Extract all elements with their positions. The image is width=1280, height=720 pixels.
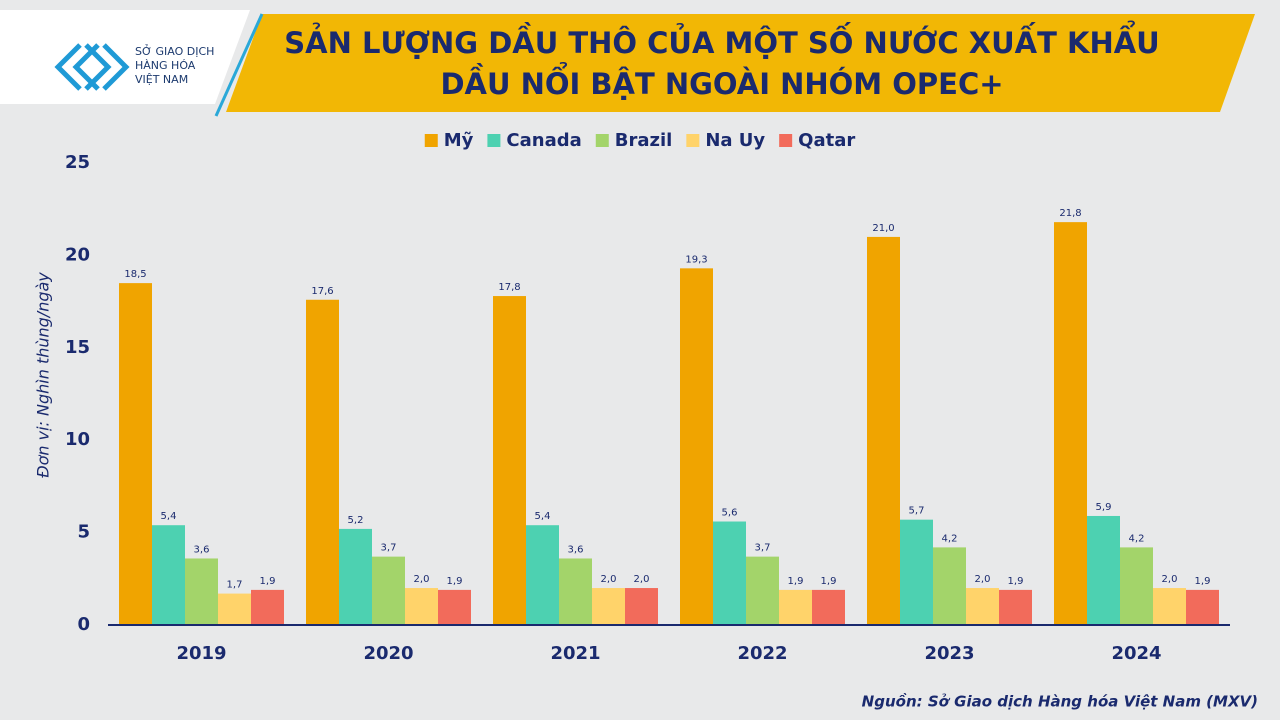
value-label: 1,9 — [260, 576, 276, 587]
value-label: 2,0 — [634, 574, 650, 585]
value-label: 3,6 — [194, 544, 210, 555]
y-tick-label: 25 — [65, 152, 90, 173]
y-axis-label: Đơn vị: Nghìn thùng/ngày — [34, 272, 53, 478]
y-tick-label: 10 — [65, 429, 90, 450]
bar — [493, 296, 526, 625]
bar — [933, 547, 966, 625]
bar — [779, 589, 812, 625]
bar — [1087, 515, 1120, 625]
bar — [625, 588, 658, 625]
x-tick-label: 2022 — [737, 643, 787, 664]
bar — [713, 521, 746, 625]
y-tick-label: 0 — [77, 614, 90, 635]
bar — [339, 528, 372, 625]
bar — [306, 299, 339, 625]
bar — [559, 558, 592, 625]
y-tick-label: 15 — [65, 337, 90, 358]
source: Nguồn: Sở Giao dịch Hàng hóa Việt Nam (M… — [862, 692, 1258, 711]
bar — [119, 283, 152, 625]
value-label: 5,2 — [348, 515, 364, 526]
bar — [999, 589, 1032, 625]
value-label: 1,9 — [1008, 576, 1024, 587]
value-label: 4,2 — [942, 533, 958, 544]
legend-label: Canada — [506, 130, 581, 151]
bar — [185, 558, 218, 625]
bar — [900, 519, 933, 625]
value-label: 5,9 — [1096, 502, 1112, 513]
bar — [966, 588, 999, 625]
logo-accent — [214, 13, 264, 117]
bar — [867, 236, 900, 626]
value-label: 2,0 — [414, 574, 430, 585]
value-label: 5,4 — [535, 511, 551, 522]
bar — [592, 588, 625, 625]
bar — [1153, 588, 1186, 625]
legend-label: Brazil — [615, 130, 673, 151]
bar — [372, 556, 405, 625]
logo-mark — [54, 43, 130, 91]
bar — [438, 589, 471, 625]
value-label: 1,7 — [227, 580, 243, 591]
value-label: 17,6 — [311, 286, 333, 297]
value-label: 21,0 — [872, 223, 894, 234]
value-label: 5,4 — [161, 511, 177, 522]
value-label: 2,0 — [975, 574, 991, 585]
legend-label: Mỹ — [444, 130, 474, 151]
bar — [152, 525, 185, 625]
value-label: 3,7 — [755, 543, 771, 554]
legend-swatch — [595, 134, 609, 147]
legend-swatch — [424, 134, 438, 147]
value-label: 21,8 — [1059, 208, 1081, 219]
bar — [746, 556, 779, 625]
chart-title: DẦU NỔI BẬT NGOÀI NHÓM OPEC+ — [440, 61, 1003, 101]
bar — [218, 593, 251, 625]
bar — [680, 268, 713, 625]
value-label: 3,6 — [568, 544, 584, 555]
legend-swatch — [779, 134, 793, 147]
value-label: 17,8 — [498, 282, 520, 293]
value-label: 4,2 — [1129, 533, 1145, 544]
y-tick-label: 20 — [65, 244, 90, 265]
value-label: 19,3 — [685, 254, 707, 265]
x-tick-label: 2019 — [176, 643, 226, 664]
value-label: 1,9 — [1195, 576, 1211, 587]
bar — [1186, 589, 1219, 625]
value-label: 1,9 — [447, 576, 463, 587]
bar — [526, 525, 559, 625]
legend-label: Na Uy — [705, 130, 765, 151]
x-tick-label: 2024 — [1111, 643, 1161, 664]
value-label: 18,5 — [124, 269, 146, 280]
legend-swatch — [686, 134, 700, 147]
x-tick-label: 2023 — [924, 643, 974, 664]
legend-swatch — [487, 134, 501, 147]
value-label: 1,9 — [788, 576, 804, 587]
value-label: 2,0 — [601, 574, 617, 585]
legend-label: Qatar — [798, 130, 855, 151]
bar — [405, 588, 438, 625]
bar — [1054, 222, 1087, 626]
x-tick-label: 2020 — [363, 643, 413, 664]
value-label: 5,6 — [722, 508, 738, 519]
logo-text: VIỆT NAM — [135, 73, 188, 86]
bar — [1120, 547, 1153, 625]
value-label: 3,7 — [381, 543, 397, 554]
logo-box — [0, 10, 250, 104]
value-label: 2,0 — [1162, 574, 1178, 585]
x-tick-label: 2021 — [550, 643, 600, 664]
value-label: 1,9 — [821, 576, 837, 587]
title-banner — [226, 14, 1255, 112]
bar — [251, 589, 284, 625]
bar — [812, 589, 845, 625]
y-tick-label: 5 — [77, 522, 90, 543]
logo-text: SỞ GIAO DỊCH — [135, 44, 214, 58]
chart-title: SẢN LƯỢNG DẦU THÔ CỦA MỘT SỐ NƯỚC XUẤT K… — [284, 21, 1159, 60]
logo-text: HÀNG HÓA — [135, 59, 196, 72]
value-label: 5,7 — [909, 506, 925, 517]
